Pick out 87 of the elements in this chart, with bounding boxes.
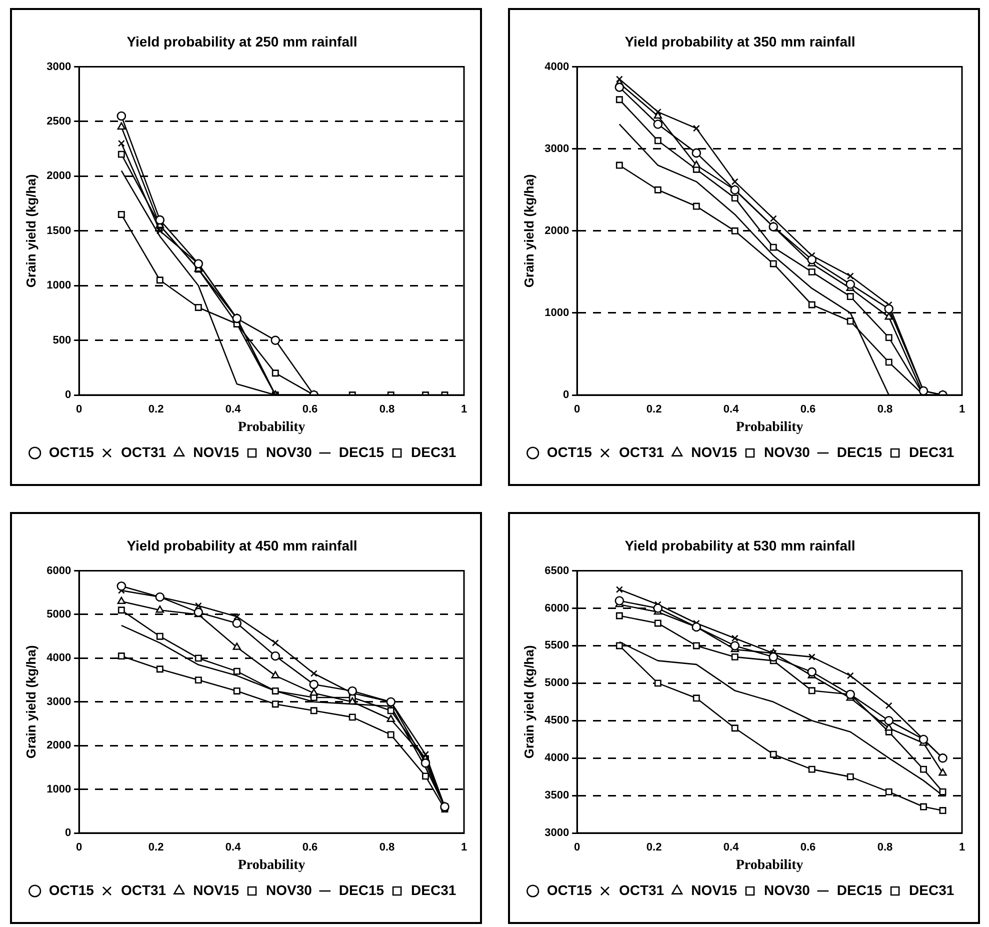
x-tick-label: 0.6 xyxy=(302,404,318,416)
legend-label: OCT15 xyxy=(546,882,592,898)
x-tick-label: 1 xyxy=(460,842,468,854)
x-axis-title: Probability xyxy=(238,858,306,874)
x-tick-label: 0 xyxy=(76,404,82,416)
y-tick-label: 6500 xyxy=(544,564,570,577)
y-tick-label: 1000 xyxy=(544,306,570,319)
x-tick-label: 0.4 xyxy=(225,404,242,416)
x-axis-title: Probability xyxy=(736,858,804,874)
y-tick-label: 1000 xyxy=(46,783,72,796)
x-tick-label: 0.4 xyxy=(225,842,242,854)
y-tick-label: 1000 xyxy=(46,280,72,292)
y-tick-label: 3000 xyxy=(544,142,570,155)
y-tick-label: 3000 xyxy=(46,60,72,73)
y-tick-label: 6000 xyxy=(46,564,72,577)
y-tick-label: 500 xyxy=(52,334,72,346)
legend-label: OCT31 xyxy=(618,882,664,898)
legend-label: OCT15 xyxy=(48,882,94,898)
x-tick-label: 0.2 xyxy=(148,404,164,416)
chart-title: Yield probability at 350 mm rainfall xyxy=(624,33,856,50)
x-tick-label: 0.8 xyxy=(379,404,395,416)
x-tick-label: 0.8 xyxy=(877,842,893,854)
y-tick-label: 4500 xyxy=(544,714,570,727)
y-tick-label: 0 xyxy=(64,827,72,840)
x-tick-label: 1 xyxy=(958,842,966,854)
legend-label: NOV30 xyxy=(266,882,312,898)
legend-label: OCT15 xyxy=(546,444,592,460)
y-tick-label: 5500 xyxy=(544,640,570,652)
x-tick-label: 0.2 xyxy=(148,842,164,854)
y-tick-label: 2000 xyxy=(46,170,72,182)
y-tick-label: 3000 xyxy=(46,696,72,708)
chart-title: Yield probability at 530 mm rainfall xyxy=(624,537,856,554)
y-axis-title: Grain yield (kg/ha) xyxy=(23,174,38,288)
legend-label: NOV30 xyxy=(266,444,312,460)
legend-label: NOV15 xyxy=(193,882,240,898)
legend-label: OCT31 xyxy=(120,444,166,460)
x-tick-label: 0 xyxy=(574,404,580,416)
chart-title: Yield probability at 450 mm rainfall xyxy=(126,537,358,554)
x-tick-label: 0 xyxy=(574,842,580,854)
y-tick-label: 3000 xyxy=(544,827,570,840)
legend-label: NOV15 xyxy=(691,444,738,460)
x-tick-label: 0.4 xyxy=(723,842,740,854)
legend-label: DEC15 xyxy=(338,882,384,898)
y-axis-title: Grain yield (kg/ha) xyxy=(521,645,536,759)
y-tick-label: 4000 xyxy=(544,752,570,764)
x-tick-label: 1 xyxy=(460,404,468,416)
x-axis-title: Probability xyxy=(238,420,306,436)
legend-label: OCT31 xyxy=(618,444,664,460)
legend-label: DEC31 xyxy=(909,882,954,898)
y-tick-label: 1500 xyxy=(46,224,72,237)
x-tick-label: 0 xyxy=(76,842,82,854)
legend-label: DEC31 xyxy=(909,444,954,460)
legend-label: NOV30 xyxy=(764,882,810,898)
x-tick-label: 0.2 xyxy=(646,404,662,416)
y-tick-label: 5000 xyxy=(46,608,72,621)
legend-label: NOV15 xyxy=(193,444,240,460)
x-tick-label: 0.6 xyxy=(302,842,318,854)
y-axis-title: Grain yield (kg/ha) xyxy=(23,645,38,759)
y-tick-label: 5000 xyxy=(544,677,570,690)
x-tick-label: 0.8 xyxy=(379,842,395,854)
y-tick-label: 2000 xyxy=(544,224,570,237)
chart-title: Yield probability at 250 mm rainfall xyxy=(126,33,358,50)
y-tick-label: 2000 xyxy=(46,740,72,752)
x-tick-label: 0.8 xyxy=(877,404,893,416)
legend-label: NOV15 xyxy=(691,882,738,898)
legend-label: DEC15 xyxy=(338,444,384,460)
x-tick-label: 0.4 xyxy=(723,404,740,416)
y-tick-label: 4000 xyxy=(46,652,72,664)
x-tick-label: 0.6 xyxy=(800,842,816,854)
legend-label: DEC15 xyxy=(836,882,882,898)
y-tick-label: 0 xyxy=(562,389,570,402)
y-tick-label: 2500 xyxy=(46,116,72,128)
y-tick-label: 3500 xyxy=(544,790,570,802)
x-tick-label: 0.6 xyxy=(800,404,816,416)
y-tick-label: 0 xyxy=(64,389,72,402)
y-tick-label: 4000 xyxy=(544,60,570,73)
x-axis-title: Probability xyxy=(736,420,804,436)
legend-label: DEC31 xyxy=(411,444,456,460)
x-tick-label: 1 xyxy=(958,404,966,416)
legend-label: DEC15 xyxy=(836,444,882,460)
legend-label: OCT31 xyxy=(120,882,166,898)
y-axis-title: Grain yield (kg/ha) xyxy=(521,174,536,288)
x-tick-label: 0.2 xyxy=(646,842,662,854)
legend-label: DEC31 xyxy=(411,882,456,898)
legend-label: NOV30 xyxy=(764,444,810,460)
legend-label: OCT15 xyxy=(48,444,94,460)
y-tick-label: 6000 xyxy=(544,602,570,614)
